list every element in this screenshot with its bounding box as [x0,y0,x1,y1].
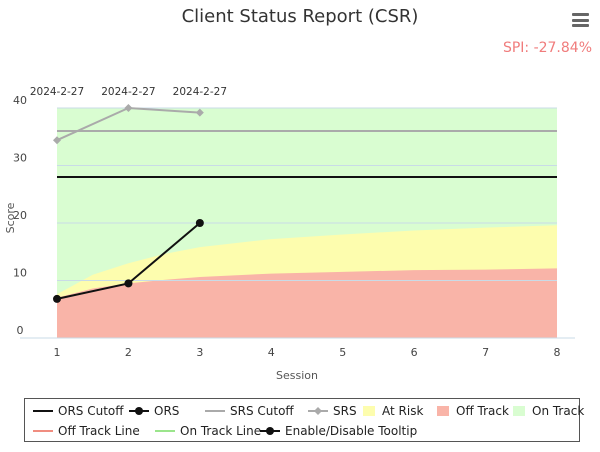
hamburger-menu-icon[interactable] [572,13,589,27]
legend-item-srs-cutoff[interactable]: SRS Cutoff [205,404,294,418]
legend-line-icon [155,430,175,432]
spi-value: SPI: -27.84% [502,40,592,56]
legend-item-on-track-line[interactable]: On Track Line [155,424,261,438]
x-tick-label: 8 [554,346,561,359]
legend-line-icon [33,410,53,412]
legend-line-icon [205,410,225,412]
ors-point [195,219,204,227]
y-tick-label: 30 [13,152,27,165]
legend-label: On Track Line [180,424,262,438]
legend-item-ors[interactable]: ORS [129,404,179,418]
legend-swatch-icon [513,406,525,416]
chart-plot: 0 10 20 30 40 1 2 3 4 5 6 7 8 2024-2-27 2024-2-27 2024-… [4,86,575,382]
legend-item-enable-disable-tooltip[interactable]: Enable/Disable Tooltip [260,424,417,438]
legend-line-dot-icon [260,427,280,435]
legend-item-off-track-line[interactable]: Off Track Line [33,424,140,438]
legend-label: Off Track [456,404,509,418]
y-tick-label: 0 [17,324,24,337]
x-tick-label: 6 [411,346,418,359]
chart-legend: ORS Cutoff ORS SRS Cutoff SRS At Risk Off Tra… [24,398,584,442]
y-tick-label: 10 [13,267,27,280]
legend-label: At Risk [382,404,424,418]
srs-point [195,108,204,117]
ors-point [53,294,61,303]
off-track-area [57,268,557,338]
ors-point [124,279,133,288]
x-tick-label: 3 [196,346,203,359]
x-tick-label: 2 [125,346,132,359]
y-tick-label: 20 [13,209,27,222]
srs-point [53,136,61,145]
x-axis-title: Session [276,369,318,382]
legend-label: Off Track Line [58,424,140,438]
legend-line-icon [33,430,53,432]
srs-point [124,104,133,112]
legend-item-on-track[interactable]: On Track [511,404,584,418]
legend-label: ORS [154,404,180,418]
legend-label: SRS Cutoff [230,404,294,418]
chart-title: Client Status Report (CSR) [181,6,419,27]
legend-label: On Track [532,404,585,418]
x-tick-label: 1 [54,346,61,359]
legend-label: SRS [333,404,357,418]
legend-line-dot-icon [129,407,149,415]
legend-item-off-track[interactable]: Off Track [435,404,509,418]
legend-line-diamond-icon [308,407,328,415]
legend-swatch-icon [437,406,449,416]
x-tick-label: 4 [268,346,275,359]
legend-item-at-risk[interactable]: At Risk [361,404,423,418]
y-axis-title: Score [4,202,17,233]
legend-label: Enable/Disable Tooltip [285,424,418,438]
legend-label: ORS Cutoff [58,404,124,418]
top-date-label: 2024-2-27 [101,86,155,98]
y-tick-label: 40 [13,94,27,107]
top-date-label: 2024-2-27 [173,86,227,98]
x-tick-label: 5 [339,346,346,359]
legend-item-ors-cutoff[interactable]: ORS Cutoff [33,404,124,418]
legend-item-srs[interactable]: SRS [308,404,357,418]
x-tick-label: 7 [482,346,489,359]
top-date-label: 2024-2-27 [30,86,84,98]
legend-swatch-icon [363,406,375,416]
